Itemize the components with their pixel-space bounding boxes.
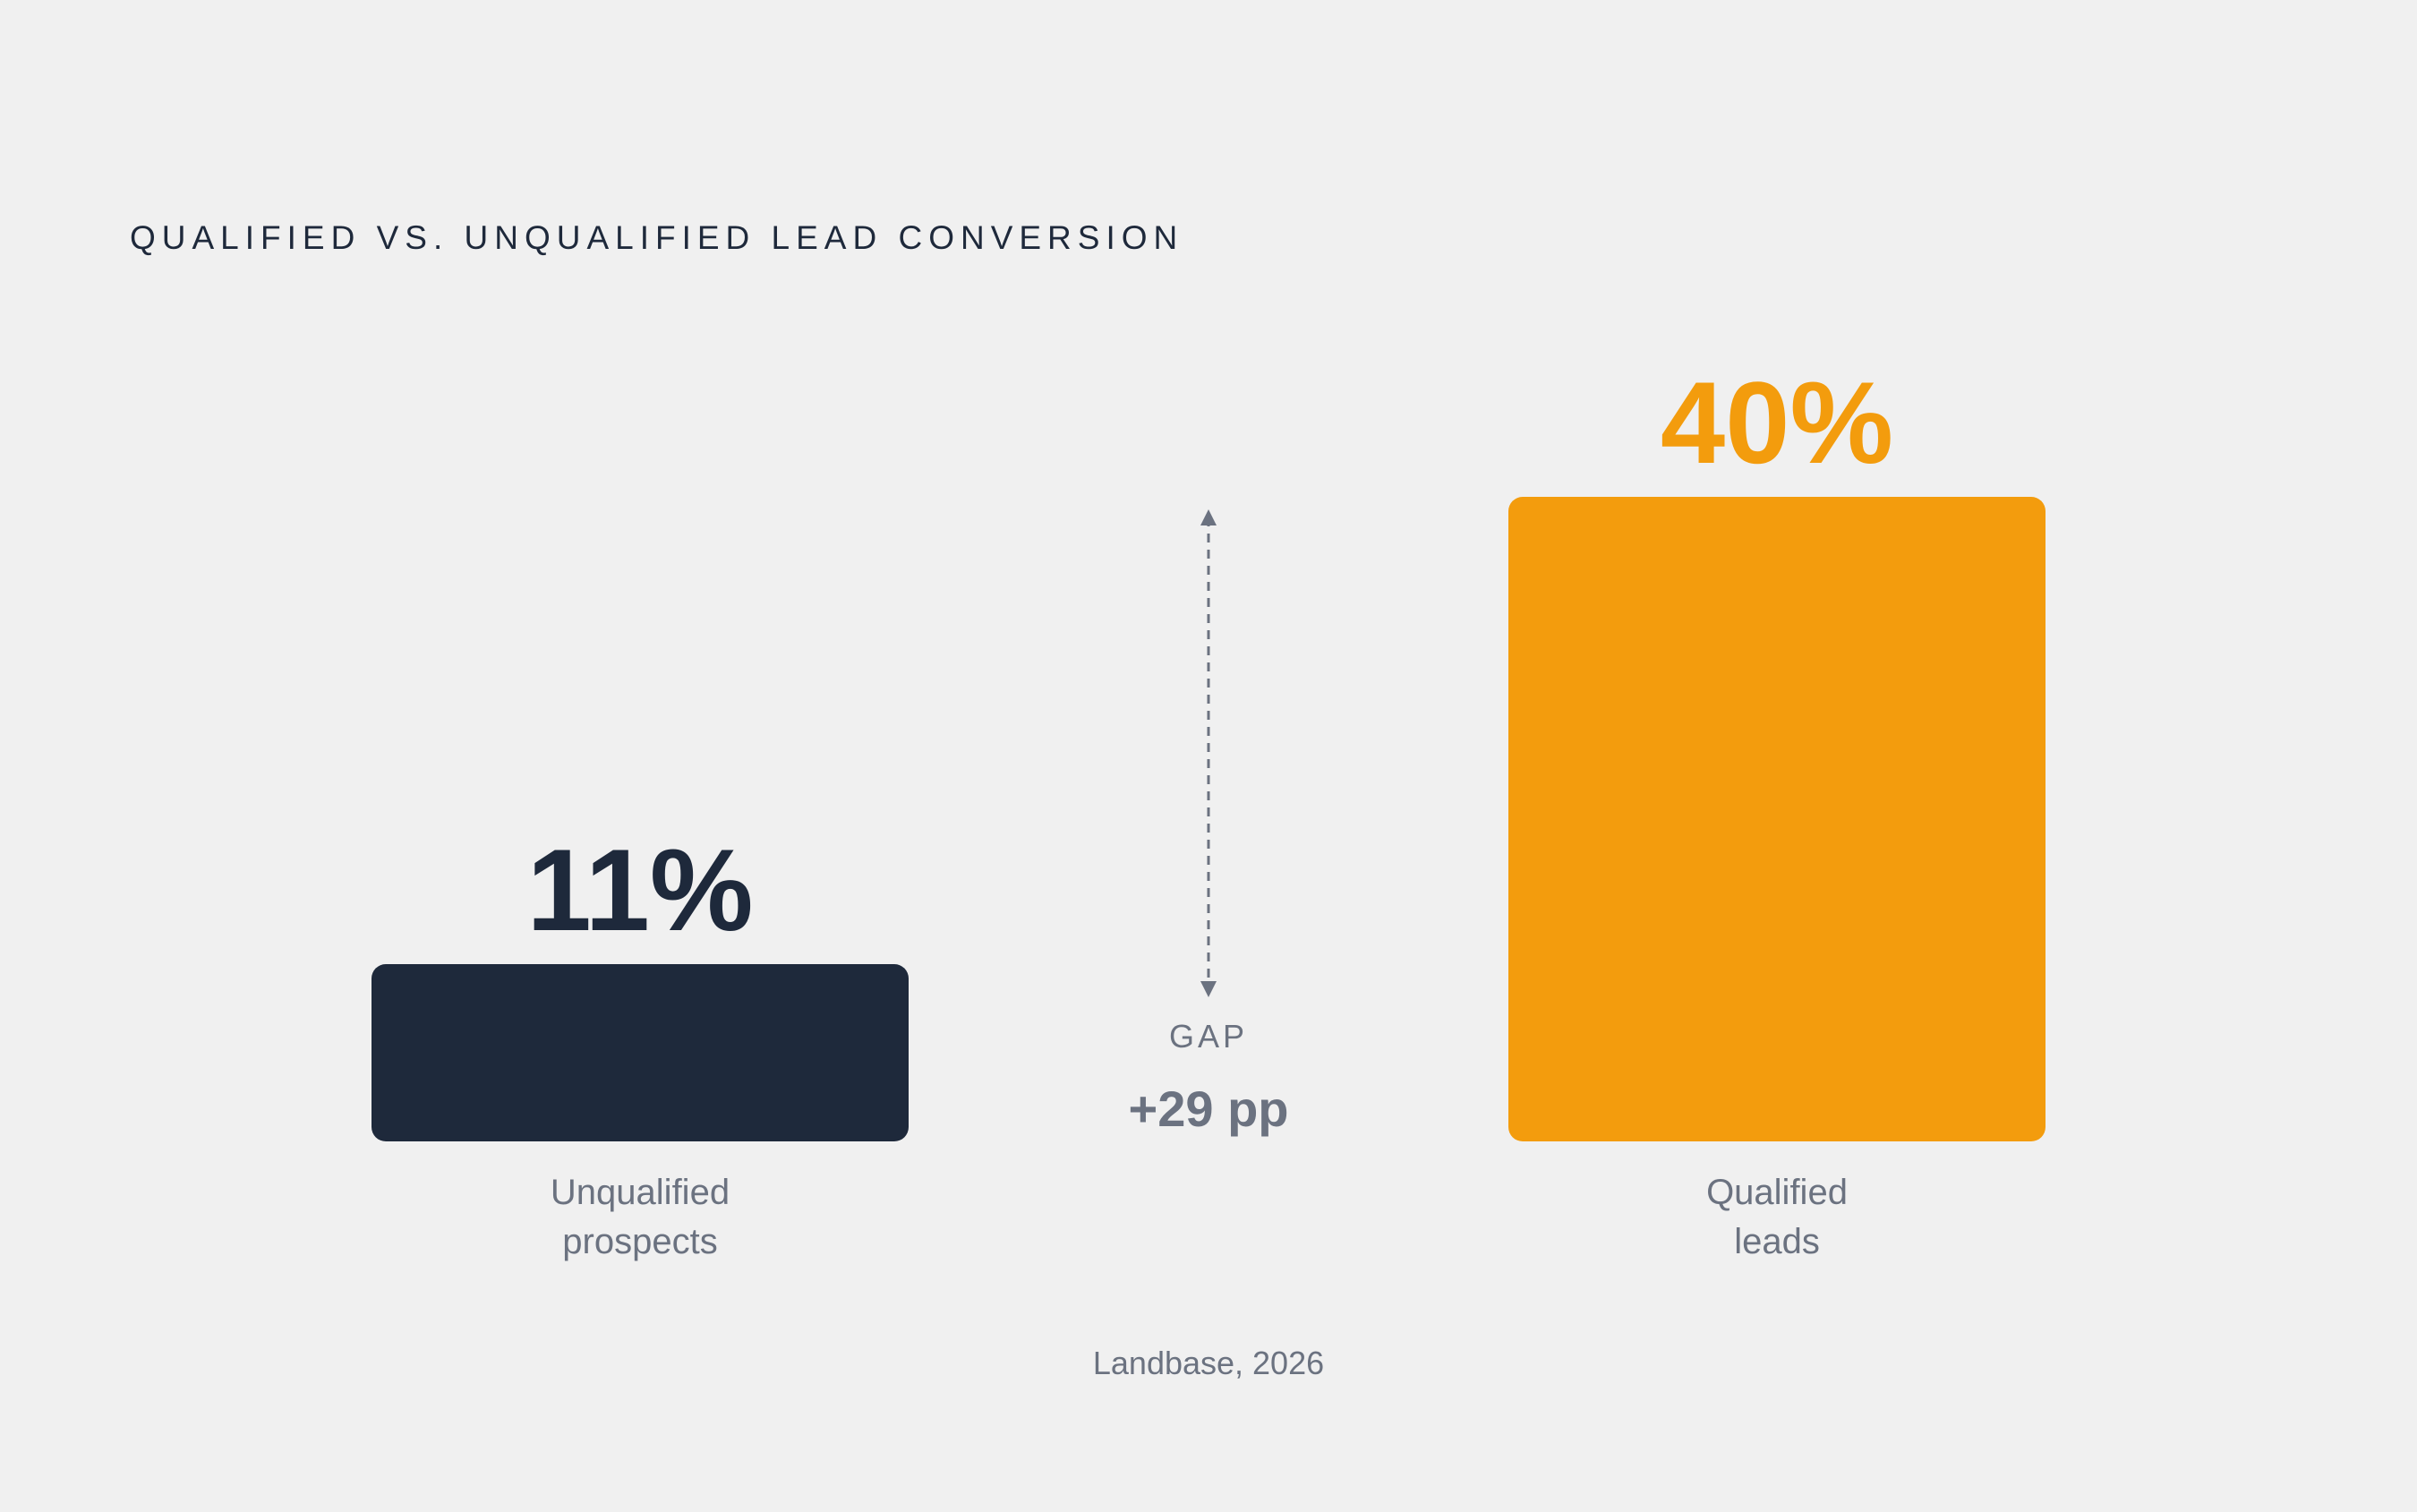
value-label-1: 40% [1661, 357, 1893, 488]
gap-label: GAP [1169, 1018, 1248, 1055]
gap-annotation: GAP +29 pp [1129, 509, 1289, 1137]
value-label-0: 11% [526, 824, 753, 955]
chart-title: QUALIFIED VS. UNQUALIFIED LEAD CONVERSIO… [130, 219, 1183, 256]
category-label-1-1: leads [1734, 1222, 1820, 1261]
bars-layer: 11% Unqualified prospects 40% Qualified leads [372, 357, 2045, 1261]
category-label-0-1: prospects [562, 1222, 717, 1261]
bar-1 [1508, 497, 2045, 1141]
bar-0 [372, 964, 909, 1141]
category-label-0-0: Unqualified [551, 1173, 730, 1212]
category-label-1-0: Qualified [1706, 1173, 1848, 1212]
gap-value: +29 pp [1129, 1081, 1289, 1137]
source-note: Landbase, 2026 [1093, 1345, 1324, 1381]
